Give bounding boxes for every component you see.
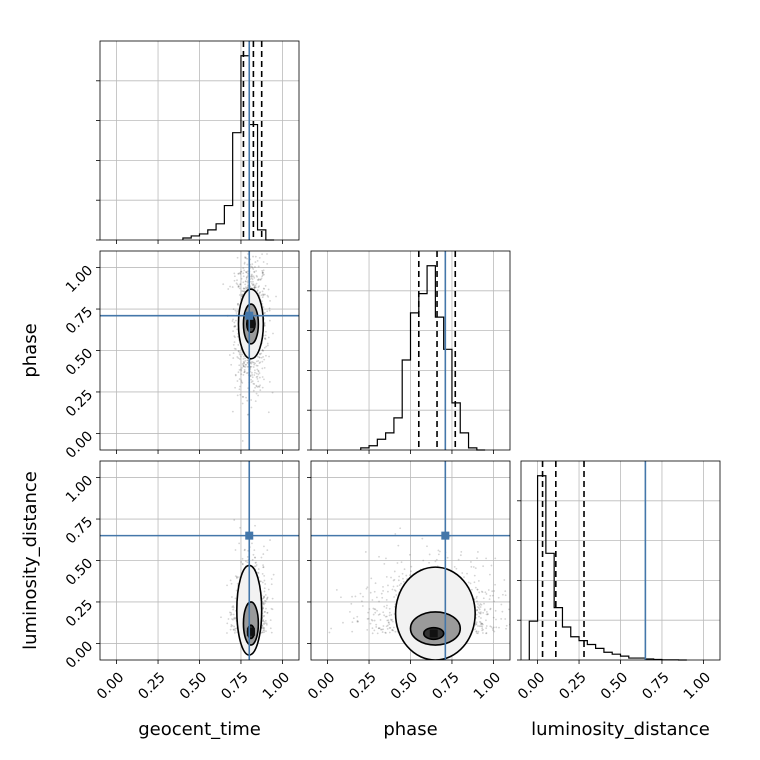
y-tick-label: 0.25 [63, 597, 96, 630]
x-tick-label: 1.00 [681, 669, 714, 702]
x-tick-label: 0.75 [218, 669, 251, 702]
y-tick-label: 1.00 [63, 473, 96, 506]
joint-panel-geocent_time-phase [99, 250, 300, 451]
x-tick-label: 0.00 [515, 669, 548, 702]
joint-panel-phase-luminosity_distance [310, 460, 511, 661]
y-tick-label: 0.75 [63, 304, 96, 337]
truth-marker [245, 531, 254, 540]
x-axis-label-phase: phase [383, 719, 437, 740]
hist-panel-geocent_time [96, 40, 300, 241]
x-tick-label: 1.00 [471, 669, 504, 702]
y-axis-label-phase: phase [20, 323, 41, 377]
y-tick-label: 0.00 [63, 638, 96, 671]
joint-content [100, 461, 299, 660]
joint-content [311, 461, 510, 660]
x-tick-label: 0.50 [388, 669, 421, 702]
y-tick-label: 0.00 [63, 428, 96, 461]
x-tick-label: 0.00 [94, 669, 127, 702]
density-peak [429, 629, 438, 638]
histogram-phase [360, 265, 486, 451]
x-tick-label: 0.75 [429, 669, 462, 702]
y-axis-label-luminosity_distance: luminosity_distance [20, 471, 41, 650]
x-tick-label: 0.25 [556, 669, 589, 702]
density-peak [246, 319, 255, 328]
y-tick-label: 0.50 [63, 555, 96, 588]
x-tick-label: 0.50 [177, 669, 210, 702]
truth-marker [245, 311, 254, 320]
x-axis-label-geocent_time: geocent_time [138, 719, 261, 740]
x-tick-label: 0.50 [598, 669, 631, 702]
histogram-geocent_time [182, 55, 275, 241]
density-peak [246, 627, 255, 636]
x-axis-label-luminosity_distance: luminosity_distance [531, 719, 710, 740]
joint-panel-geocent_time-luminosity_distance [99, 460, 300, 661]
y-tick-label: 1.00 [63, 263, 96, 296]
x-tick-label: 0.75 [639, 669, 672, 702]
joint-content [100, 251, 299, 450]
x-tick-label: 1.00 [260, 669, 293, 702]
histogram-luminosity_distance [528, 475, 687, 661]
y-tick-label: 0.50 [63, 345, 96, 378]
truth-marker [441, 531, 450, 540]
x-tick-label: 0.25 [135, 669, 168, 702]
hist-panel-phase [307, 250, 511, 451]
hist-panel-luminosity_distance [517, 460, 721, 661]
x-tick-label: 0.25 [346, 669, 379, 702]
y-tick-label: 0.25 [63, 387, 96, 420]
x-tick-label: 0.00 [305, 669, 338, 702]
y-tick-label: 0.75 [63, 514, 96, 547]
